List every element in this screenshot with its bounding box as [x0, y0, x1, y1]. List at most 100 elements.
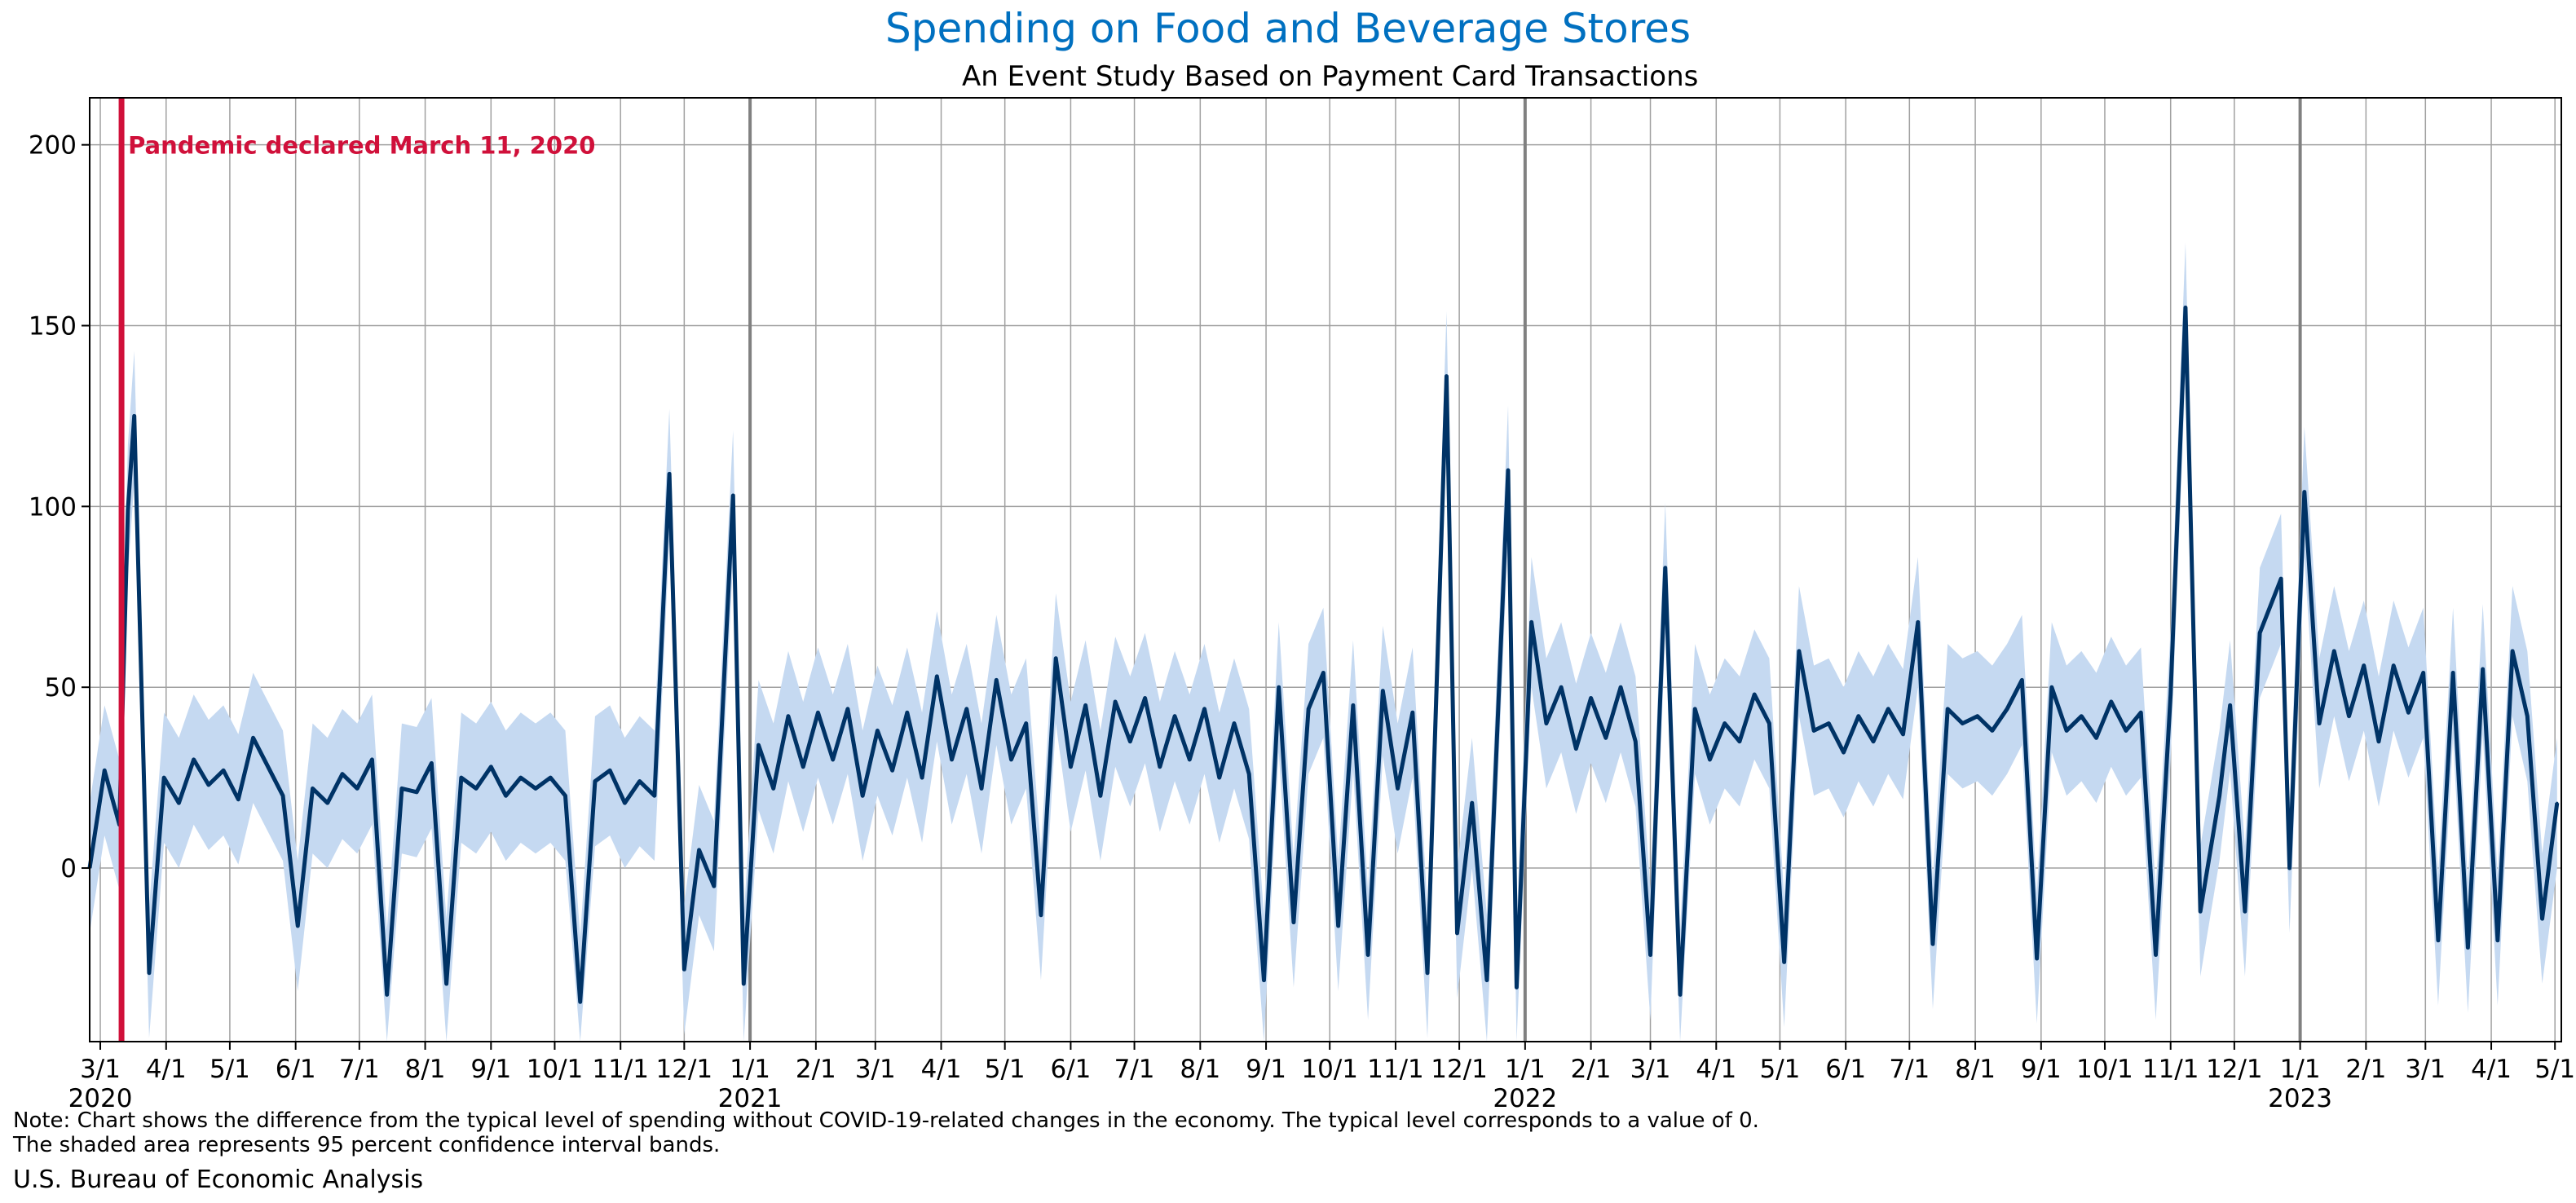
x-tick-label: 5/1 — [985, 1055, 1026, 1084]
spending-point — [1783, 960, 1786, 963]
spending-point — [1723, 722, 1727, 725]
spending-point — [2050, 685, 2053, 689]
spending-point — [2362, 664, 2366, 668]
x-tick-label: 8/1 — [1180, 1055, 1220, 1084]
spending-point — [1445, 375, 1448, 378]
y-tick-label: 0 — [60, 854, 77, 884]
x-tick-label: 2/1 — [2345, 1055, 2386, 1084]
x-tick-label: 12/1 — [656, 1055, 713, 1084]
spending-point — [2199, 910, 2202, 913]
spending-point — [1506, 469, 1510, 472]
spending-point — [133, 414, 136, 417]
spending-point — [1693, 707, 1696, 711]
x-tick-label: 11/1 — [592, 1055, 649, 1084]
x-tick-label: 9/1 — [2021, 1055, 2062, 1084]
spending-point — [1574, 747, 1577, 751]
spending-point — [2451, 671, 2455, 674]
spending-line-layer: Pandemic declared March 11, 2020 — [87, 98, 2560, 1042]
spending-point — [801, 765, 805, 769]
spending-point — [192, 758, 196, 761]
spending-point — [1247, 773, 1251, 776]
spending-point — [474, 787, 478, 790]
spending-point — [2481, 668, 2485, 671]
spending-point — [1485, 979, 1489, 982]
x-tick-label: 5/1 — [1759, 1055, 1800, 1084]
spending-point — [1337, 924, 1340, 928]
spending-point — [1753, 693, 1756, 696]
spending-point — [653, 794, 656, 797]
spending-point — [1203, 707, 1206, 711]
spending-point — [1233, 722, 1236, 725]
x-year-label: 2022 — [1493, 1084, 1557, 1113]
chart-source: U.S. Bureau of Economic Analysis — [13, 1166, 424, 1194]
spending-line — [87, 305, 2560, 1004]
plot-frame — [89, 97, 2562, 1042]
spending-point — [1797, 650, 1801, 653]
spending-point — [2139, 711, 2142, 714]
spending-point — [1634, 740, 1637, 743]
spending-point — [489, 765, 492, 769]
x-year-label: 2020 — [68, 1084, 133, 1113]
spending-point — [267, 765, 270, 769]
spending-point — [1649, 954, 1652, 957]
spending-point — [757, 743, 761, 747]
chart-note-line2: The shaded area represents 95 percent co… — [13, 1133, 721, 1157]
spending-point — [831, 758, 835, 761]
spending-point — [2392, 664, 2395, 668]
spending-point — [126, 509, 130, 512]
spending-point — [1277, 685, 1281, 689]
spending-point — [2080, 715, 2083, 718]
spending-point — [698, 848, 701, 852]
spending-point — [787, 715, 790, 718]
spending-point — [2005, 707, 2009, 711]
x-tick-label: 9/1 — [1246, 1055, 1286, 1084]
spending-point — [326, 801, 329, 804]
spending-point — [162, 776, 165, 779]
spending-point — [1917, 620, 1920, 624]
spending-point — [222, 769, 225, 772]
y-tick-label: 100 — [29, 492, 77, 522]
x-tick-label: 5/1 — [210, 1055, 250, 1084]
x-tick-label: 6/1 — [1825, 1055, 1866, 1084]
spending-point — [2318, 722, 2321, 725]
spending-point — [1307, 707, 1310, 711]
spending-point — [1218, 776, 1221, 779]
spending-point — [2556, 801, 2559, 804]
spending-point — [103, 769, 106, 772]
y-tick-label: 150 — [29, 312, 77, 342]
spending-point — [2466, 946, 2469, 950]
x-tick-label: 8/1 — [1955, 1055, 1996, 1084]
grid-layer — [90, 98, 2561, 1042]
spending-point — [1708, 758, 1711, 761]
spending-point — [2377, 740, 2380, 743]
spending-point — [891, 769, 894, 772]
spending-point — [2348, 715, 2351, 718]
x-tick-label: 12/1 — [1431, 1055, 1488, 1084]
spending-point — [2169, 693, 2172, 696]
spending-point — [1961, 722, 1964, 725]
spending-point — [1009, 758, 1012, 761]
x-year-label: 2023 — [2268, 1084, 2332, 1113]
spending-point — [2525, 715, 2529, 718]
spending-point — [445, 982, 448, 985]
spending-point — [2243, 910, 2247, 913]
spending-point — [1515, 985, 1518, 989]
spending-point — [1857, 715, 1860, 718]
spending-point — [1590, 697, 1593, 700]
spending-point — [2279, 577, 2283, 580]
spending-point — [579, 1000, 582, 1003]
spending-point — [1812, 729, 1815, 732]
spending-point — [1678, 993, 1682, 996]
x-tick-label: 2/1 — [796, 1055, 836, 1084]
spending-point — [519, 776, 523, 779]
spending-point — [1025, 722, 1028, 725]
spending-point — [1114, 700, 1117, 703]
spending-point — [2110, 700, 2113, 703]
x-tick-label: 7/1 — [1889, 1055, 1930, 1084]
spending-point — [1426, 972, 1429, 975]
spending-point — [2437, 939, 2440, 942]
spending-point — [1396, 787, 1400, 790]
spending-point — [1604, 736, 1608, 739]
spending-point — [623, 801, 626, 804]
x-tick-label: 4/1 — [146, 1055, 187, 1084]
